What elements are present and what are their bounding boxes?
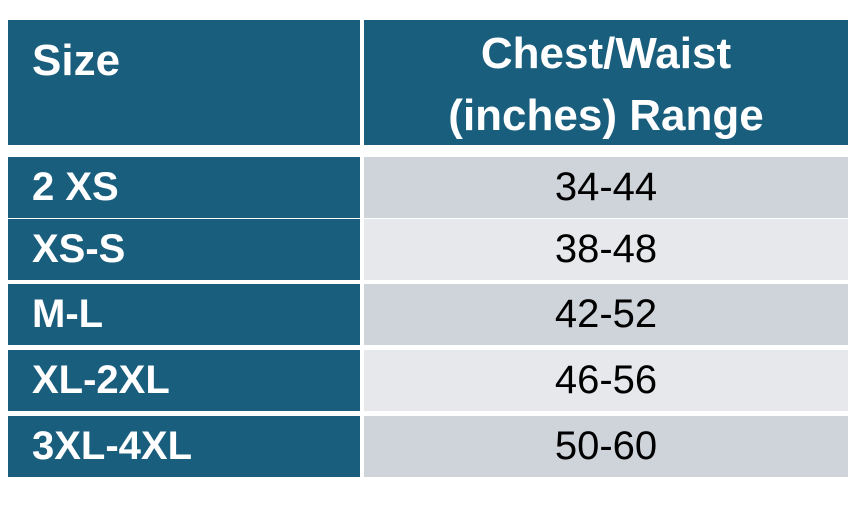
header-cell: Size [8,20,360,145]
range-cell: 42-52 [364,284,848,345]
header-cell: Chest/Waist (inches) Range [364,20,848,145]
size-cell: XS-S [8,219,360,280]
size-cell: 2 XS [8,157,360,218]
range-cell: 50-60 [364,416,848,477]
range-cell: 46-56 [364,350,848,411]
range-cell: 34-44 [364,157,848,218]
range-cell: 38-48 [364,219,848,280]
size-cell: XL-2XL [8,350,360,411]
size-cell: M-L [8,284,360,345]
size-cell: 3XL-4XL [8,416,360,477]
